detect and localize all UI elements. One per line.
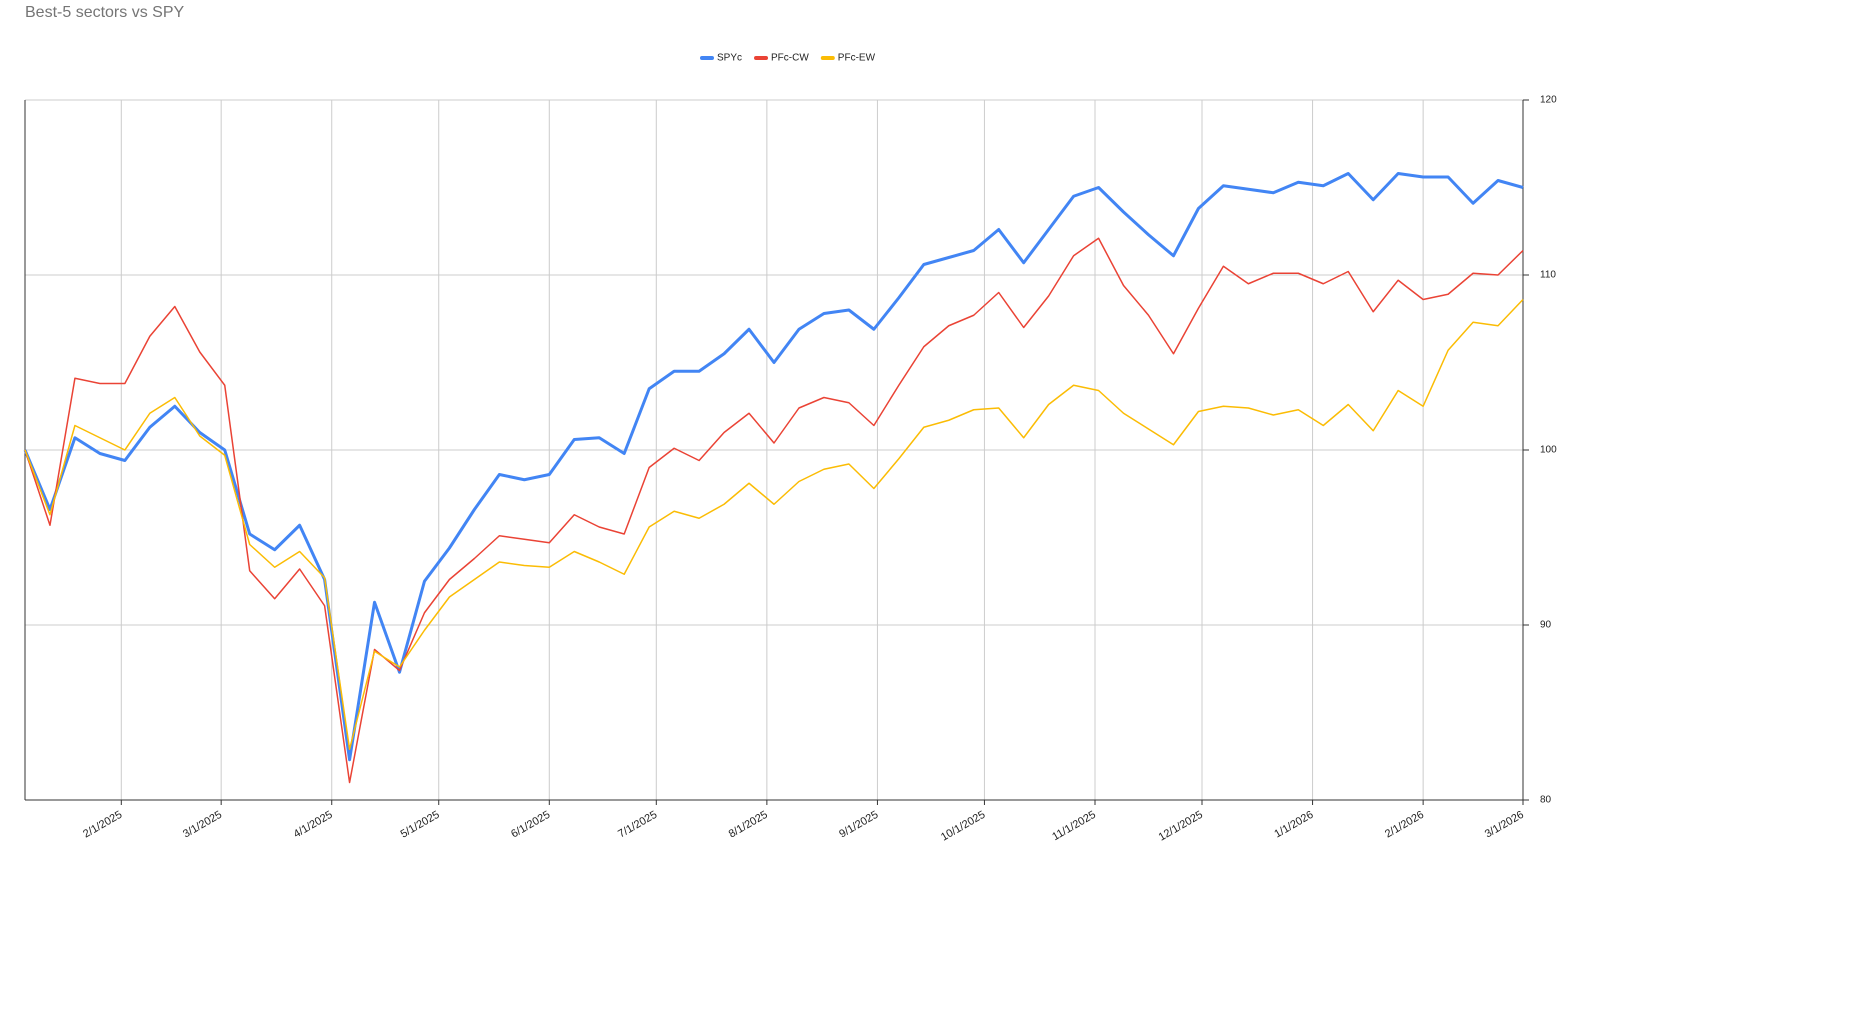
y-tick-label: 120 (1540, 95, 1557, 106)
y-tick-label: 110 (1540, 270, 1556, 281)
x-tick-label: 1/1/2026 (1272, 809, 1315, 841)
legend-item[interactable]: PFc-CW (754, 53, 809, 64)
x-tick-label: 3/1/2025 (181, 809, 224, 841)
series-line (24, 237, 1524, 784)
series-line (24, 298, 1524, 750)
legend-label: PFc-CW (771, 53, 809, 64)
x-tick-label: 3/1/2026 (1483, 809, 1526, 841)
legend-item[interactable]: SPYc (700, 53, 742, 64)
x-tick-label: 5/1/2025 (399, 809, 442, 841)
chart-title: Best-5 sectors vs SPY (25, 4, 184, 21)
legend: SPYc PFc-CW PFc-EW (700, 53, 876, 64)
legend-label: PFc-EW (838, 53, 876, 64)
x-tick-label: 7/1/2025 (616, 809, 659, 841)
y-tick-label: 100 (1540, 445, 1557, 456)
series-line (23, 172, 1524, 762)
x-tick-label: 9/1/2025 (837, 809, 880, 841)
y-tick-label: 90 (1540, 620, 1552, 631)
legend-item[interactable]: PFc-EW (820, 53, 876, 64)
y-tick-label: 80 (1540, 795, 1552, 806)
x-tick-label: 2/1/2026 (1383, 809, 1426, 841)
x-tick-label: 12/1/2025 (1157, 809, 1205, 844)
legend-label: SPYc (717, 53, 742, 64)
x-tick-label: 2/1/2025 (81, 809, 124, 841)
x-tick-label: 4/1/2025 (292, 809, 335, 841)
x-tick-label: 11/1/2025 (1050, 809, 1098, 843)
x-tick-label: 6/1/2025 (509, 809, 552, 841)
x-tick-label: 10/1/2025 (939, 809, 987, 844)
x-tick-label: 8/1/2025 (727, 809, 770, 841)
